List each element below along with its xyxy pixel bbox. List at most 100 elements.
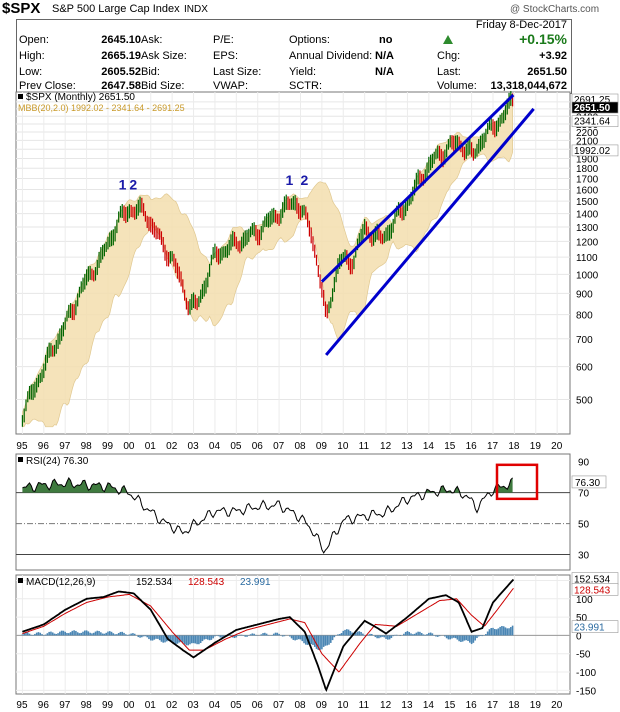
x-tick-label-top: 11 <box>359 441 370 452</box>
macd-histogram-bar <box>415 632 418 636</box>
price-tick-label: 1700 <box>576 175 599 186</box>
price-tick-label: 500 <box>576 396 593 407</box>
price-tick-label: 1200 <box>576 237 599 248</box>
price-tick-label: 1900 <box>576 154 599 165</box>
macd-histogram-bar <box>294 635 296 641</box>
macd-histogram-bar <box>119 631 122 636</box>
x-tick-label-bottom: 14 <box>423 700 435 711</box>
macd-histogram-bar <box>360 632 362 636</box>
legend-rsi: RSI(24) 76.30 <box>26 456 89 467</box>
volume-value: 13,318,044,672 <box>490 80 567 92</box>
x-tick-label-top: 15 <box>444 441 456 452</box>
x-tick-label-top: 99 <box>102 441 114 452</box>
macd-histogram-bar <box>39 632 42 636</box>
macd-histogram-bar <box>278 633 280 636</box>
x-tick-label-bottom: 07 <box>273 700 285 711</box>
macd-histogram-bar <box>244 635 247 637</box>
macd-histogram-bar <box>210 635 213 640</box>
rsi-tick-label: 90 <box>578 458 590 469</box>
macd-histogram-bar <box>230 635 232 637</box>
macd-histogram-bar <box>340 633 343 636</box>
macd-histogram-bar <box>408 631 411 636</box>
macd-histogram-bar <box>511 625 514 636</box>
x-tick-label-bottom: 11 <box>359 700 370 711</box>
peak-annotation: 2 <box>129 176 137 192</box>
low-value: 2605.52 <box>101 66 141 78</box>
x-tick-label-top: 95 <box>16 441 28 452</box>
x-tick-label-bottom: 17 <box>487 700 499 711</box>
macd-histogram-bar <box>162 635 165 643</box>
macd-histogram-bar <box>472 635 475 643</box>
macd-histogram-bar <box>410 633 412 636</box>
macd-histogram-bar <box>92 632 95 636</box>
macd-histogram-bar <box>346 629 348 636</box>
yield-label: Yield: <box>289 66 317 78</box>
macd-histogram-bar <box>84 630 86 636</box>
x-tick-label-bottom: 95 <box>16 700 28 711</box>
volume-label: Volume: <box>437 80 477 92</box>
macd-histogram-bar <box>326 635 329 646</box>
macd-histogram-bar <box>44 634 47 636</box>
macd-histogram-bar <box>37 632 40 636</box>
macd-histogram-bar <box>390 635 393 639</box>
macd-histogram-bar <box>376 635 378 639</box>
macd-histogram-bar <box>431 633 434 636</box>
macd-histogram-bar <box>174 635 177 645</box>
low-label: Low: <box>19 66 43 78</box>
macd-histogram-bar <box>142 635 145 637</box>
macd-histogram-bar <box>30 634 33 636</box>
macd-histogram-bar <box>497 628 500 636</box>
macd-histogram-bar <box>80 632 83 636</box>
macd-histogram-bar <box>319 635 321 650</box>
macd-histogram-bar <box>322 635 325 647</box>
macd-histogram-bar <box>91 633 93 636</box>
macd-histogram-bar <box>413 633 416 636</box>
macd-histogram-bar <box>89 632 91 636</box>
macd-histogram-bar <box>444 635 446 637</box>
index-name: S&P 500 Large Cap Index <box>52 3 180 15</box>
vwap-label: VWAP: <box>213 80 249 92</box>
x-tick-label-bottom: 12 <box>380 700 392 711</box>
macd-histogram-bar <box>114 634 116 636</box>
price-value-label: 1992.02 <box>574 146 611 157</box>
macd-histogram-bar <box>146 635 148 638</box>
x-tick-label-top: 04 <box>209 441 221 452</box>
macd-histogram-bar <box>26 632 29 636</box>
macd-tick-label: -50 <box>576 650 591 661</box>
x-tick-label-top: 13 <box>401 441 413 452</box>
macd-histogram-bar <box>378 635 380 639</box>
x-tick-label-top: 18 <box>508 441 520 452</box>
macd-histogram-bar <box>75 630 77 636</box>
x-tick-label-bottom: 18 <box>508 700 520 711</box>
x-tick-label-top: 07 <box>273 441 285 452</box>
macd-histogram-bar <box>394 634 396 636</box>
macd-histogram-bar <box>98 631 100 636</box>
macd-histogram-bar <box>137 635 140 638</box>
x-tick-label-bottom: 13 <box>401 700 413 711</box>
macd-histogram-bar <box>449 635 452 640</box>
macd-histogram-bar <box>428 632 430 636</box>
macd-histogram-bar <box>477 635 480 637</box>
high-value: 2665.19 <box>101 50 141 62</box>
macd-histogram-bar <box>110 631 113 636</box>
macd-histogram-bar <box>317 635 320 650</box>
x-tick-label-top: 00 <box>123 441 135 452</box>
x-tick-label-bottom: 10 <box>337 700 349 711</box>
macd-histogram-bar <box>101 633 104 636</box>
macd-histogram-bar <box>338 634 341 636</box>
macd-tick-label: 100 <box>576 595 593 606</box>
macd-histogram-bar <box>128 634 131 636</box>
macd-histogram-bar <box>265 633 268 636</box>
macd-value-label: 128.543 <box>574 585 611 596</box>
up-arrow-icon <box>443 35 453 44</box>
macd-histogram-bar <box>456 635 459 640</box>
prevclose-value: 2647.58 <box>101 80 141 92</box>
macd-histogram-bar <box>62 630 65 636</box>
macd-histogram-bar <box>502 626 505 636</box>
legend-signal-value: 128.543 <box>188 577 225 588</box>
macd-histogram-bar <box>60 630 63 636</box>
eps-label: EPS: <box>213 50 239 62</box>
macd-histogram-bar <box>379 635 382 638</box>
macd-histogram-bar <box>117 633 120 636</box>
price-tick-label: 1400 <box>576 210 599 221</box>
